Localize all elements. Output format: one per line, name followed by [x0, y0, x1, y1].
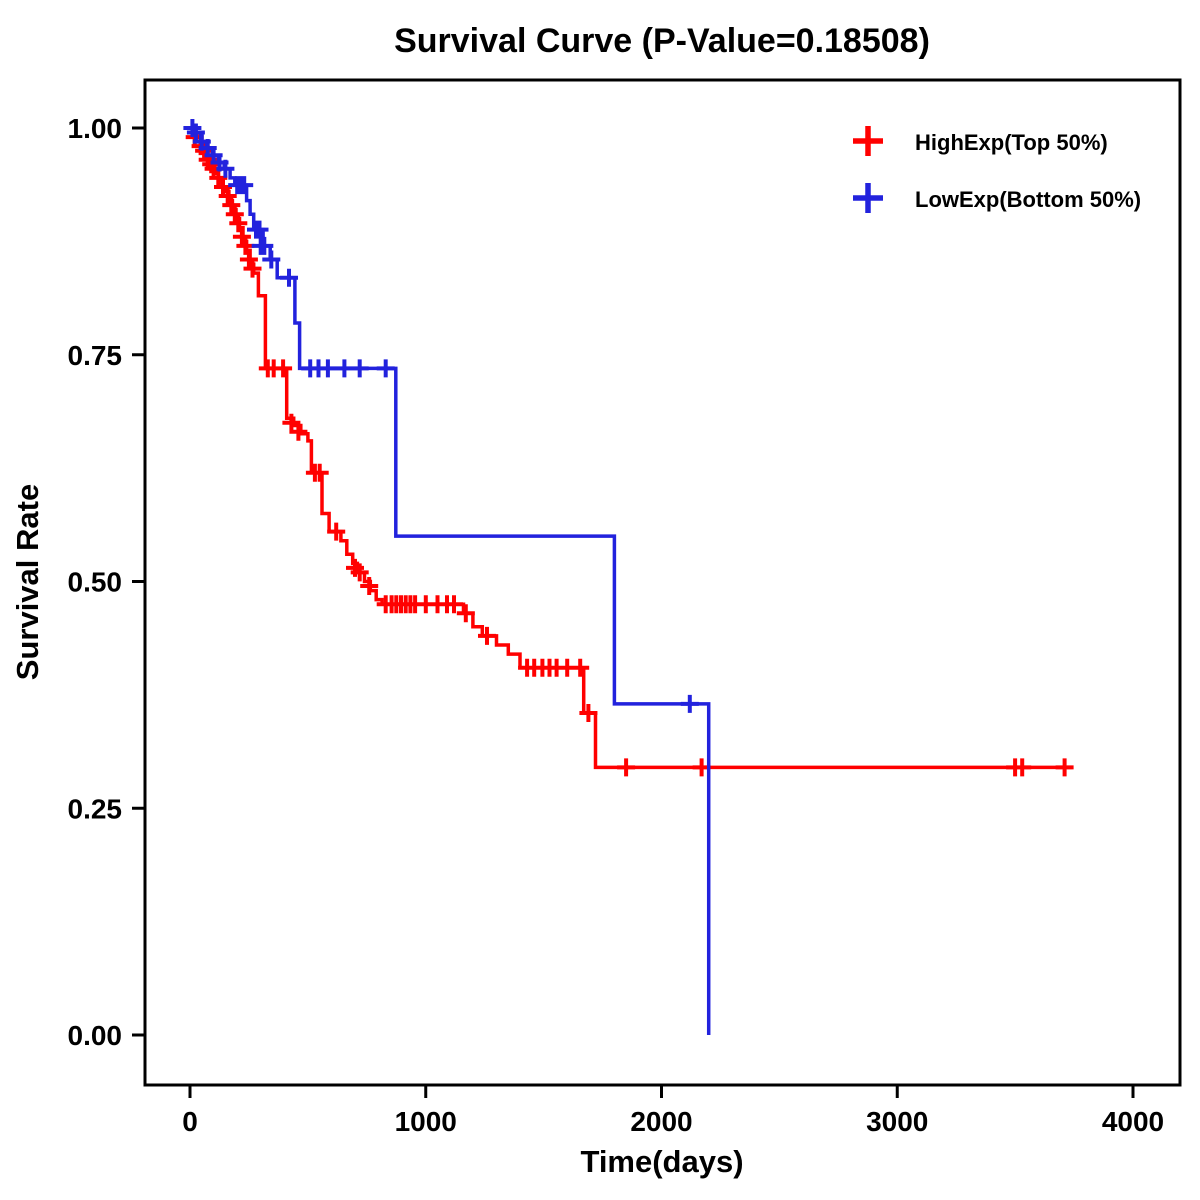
y-tick-label: 0.75 — [68, 340, 123, 371]
x-tick-label: 4000 — [1102, 1106, 1164, 1137]
legend-item-highexp: HighExp(Top 50%) — [853, 126, 1108, 156]
legend-item-lowexp: LowExp(Bottom 50%) — [853, 183, 1141, 213]
y-tick-label: 1.00 — [68, 113, 123, 144]
x-tick-label: 2000 — [630, 1106, 692, 1137]
axis-ticks: 0 1000 2000 3000 4000 0.00 0.25 0.50 0.75 1.00 — [68, 113, 1165, 1137]
series-curves — [183, 119, 1074, 1035]
survival-step-curve-0 — [190, 126, 1072, 770]
y-tick-label: 0.25 — [68, 793, 123, 824]
censor-marks-1 — [183, 119, 699, 713]
y-axis-label: Survival Rate — [10, 484, 45, 680]
legend: HighExp(Top 50%) LowExp(Bottom 50%) — [853, 126, 1141, 213]
x-tick-label: 3000 — [866, 1106, 928, 1137]
plus-icon — [853, 183, 883, 213]
legend-label-highexp: HighExp(Top 50%) — [915, 130, 1108, 155]
chart-title: Survival Curve (P-Value=0.18508) — [394, 22, 930, 60]
plus-icon — [853, 126, 883, 156]
y-tick-label: 0.50 — [68, 567, 123, 598]
x-tick-label: 1000 — [395, 1106, 457, 1137]
legend-label-lowexp: LowExp(Bottom 50%) — [915, 187, 1141, 212]
y-tick-label: 0.00 — [68, 1020, 123, 1051]
x-axis-label: Time(days) — [580, 1144, 743, 1179]
censor-marks-0 — [185, 128, 1074, 777]
survival-step-curve-1 — [190, 126, 711, 1035]
x-tick-label: 0 — [182, 1106, 198, 1137]
plot-border — [143, 78, 1182, 1087]
